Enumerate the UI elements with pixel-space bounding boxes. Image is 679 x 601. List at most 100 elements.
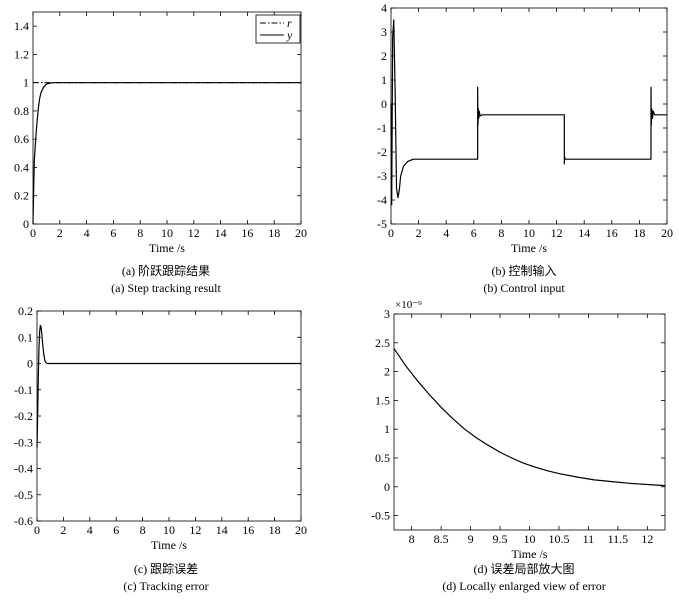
y-tick-label: 2: [384, 365, 390, 379]
x-tick-label: 0: [388, 226, 394, 240]
x-axis-label: Time /s: [512, 547, 548, 561]
y-tick-label: 4: [381, 1, 387, 15]
legend-label-y: y: [286, 28, 293, 42]
x-tick-label: 20: [295, 523, 307, 537]
chart-c: 0 2 4 6 8 10 12 14 16 18 20 -0.6 -0.5 -0.4 -0.3 -0.2 -0.…: [14, 304, 307, 552]
y-tick-label: -0.3: [14, 435, 33, 449]
x-tick-label: 10: [524, 532, 536, 546]
legend-box: [255, 14, 301, 44]
x-tick-label: 8: [140, 523, 146, 537]
x-tick-label: 16: [241, 226, 253, 240]
y-tick-label: 0: [384, 480, 390, 494]
x-tick-label: 12: [188, 226, 200, 240]
x-axis-label: Time /s: [149, 241, 185, 255]
y-scale-label: ×10⁻⁹: [395, 299, 422, 311]
x-tick-label: 4: [443, 226, 449, 240]
y-tick-label: 1: [23, 76, 29, 90]
y-tick-label: 0: [27, 357, 33, 371]
y-tick-label: 1.4: [14, 19, 29, 33]
x-tick-label: 12: [189, 523, 201, 537]
caption-c-cn: (c) 跟踪误差: [133, 562, 199, 576]
x-tick-label: 11.5: [608, 532, 629, 546]
x-tick-label: 10: [163, 523, 175, 537]
axes-frame-c: [36, 310, 302, 522]
y-tick-label: 1.5: [375, 393, 390, 407]
series-line-b-0: [390, 19, 667, 206]
caption-a-en: (a) Step tracking result: [111, 281, 221, 295]
y-tick-label: -3: [377, 169, 387, 183]
y-tick-label: 0: [23, 217, 29, 231]
y-tick-label: -1: [377, 121, 387, 135]
x-tick-label: 18: [269, 523, 281, 537]
y-tick-label: 0.8: [14, 104, 29, 118]
x-tick-label: 9.5: [493, 532, 508, 546]
x-tick-label: 0: [34, 523, 40, 537]
y-tick-label: -0.1: [14, 383, 33, 397]
axes-frame-d: [393, 313, 666, 531]
y-tick-label: -4: [377, 193, 387, 207]
x-tick-label: 16: [606, 226, 618, 240]
x-tick-label: 4: [84, 226, 90, 240]
series-line-a-y: [32, 82, 301, 225]
series-line-d-0: [393, 348, 666, 487]
y-tick-label: 0: [381, 97, 387, 111]
x-tick-label: 14: [216, 523, 228, 537]
y-tick-label: 3: [381, 25, 387, 39]
x-tick-label: 2: [416, 226, 422, 240]
x-tick-label: 8: [409, 532, 415, 546]
chart-a: 0 2 4 6 8 10 12 14 16 18 20 0 0.2 0.4 0.6 0.8 1 1.2 1.4 Tim…: [14, 11, 307, 255]
y-tick-label: 2: [381, 49, 387, 63]
y-tick-label: 2.5: [375, 336, 390, 350]
y-tick-label: -0.2: [14, 409, 33, 423]
x-tick-label: 4: [87, 523, 93, 537]
x-tick-label: 6: [113, 523, 119, 537]
chart-d: 8 8.5 9 9.5 10 10.5 11 11.5 12-0.500.511.522.53T…: [371, 299, 666, 561]
x-tick-label: 10: [161, 226, 173, 240]
x-tick-label: 2: [60, 523, 66, 537]
axes-frame-b: [390, 7, 668, 225]
x-tick-label: 20: [295, 226, 307, 240]
caption-b-en: (b) Control input: [483, 281, 565, 295]
x-tick-label: 8: [137, 226, 143, 240]
x-tick-label: 18: [268, 226, 280, 240]
y-tick-label: -0.5: [371, 509, 390, 523]
y-tick-label: 0.4: [14, 160, 29, 174]
x-tick-label: 6: [471, 226, 477, 240]
y-tick-label: 1: [384, 422, 390, 436]
y-tick-label: -5: [377, 217, 387, 231]
x-tick-label: 10.5: [548, 532, 569, 546]
caption-a-cn: (a) 阶跃跟踪结果: [121, 264, 211, 278]
x-tick-label: 20: [661, 226, 673, 240]
x-tick-label: 12: [641, 532, 653, 546]
x-axis-label: Time /s: [511, 241, 547, 255]
caption-b-cn: (b) 控制输入: [491, 264, 557, 278]
x-tick-label: 14: [215, 226, 227, 240]
caption-d-cn: (d) 误差局部放大图: [473, 562, 575, 576]
x-tick-label: 14: [578, 226, 590, 240]
y-tick-label: 0.5: [375, 451, 390, 465]
y-tick-label: 0.6: [14, 132, 29, 146]
axes-frame-a: [32, 11, 302, 225]
y-tick-label: 0.1: [18, 330, 33, 344]
y-tick-label: 1: [381, 73, 387, 87]
series-line-c-0: [36, 324, 301, 448]
caption-d-en: (d) Locally enlarged view of error: [442, 579, 606, 593]
y-tick-label: -0.5: [14, 488, 33, 502]
y-tick-label: -0.6: [14, 514, 33, 528]
x-tick-label: 16: [242, 523, 254, 537]
y-tick-label: 0.2: [18, 304, 33, 318]
legend: ry: [255, 14, 301, 44]
x-tick-label: 6: [110, 226, 116, 240]
x-tick-label: 12: [551, 226, 563, 240]
y-tick-label: -2: [377, 145, 387, 159]
y-tick-label: -0.4: [14, 462, 33, 476]
x-tick-label: 10: [523, 226, 535, 240]
x-tick-label: 9: [468, 532, 474, 546]
caption-c-en: (c) Tracking error: [123, 579, 209, 593]
x-tick-label: 2: [57, 226, 63, 240]
y-tick-label: 0.2: [14, 189, 29, 203]
x-tick-label: 8.5: [434, 532, 449, 546]
x-axis-label: Time /s: [151, 538, 187, 552]
